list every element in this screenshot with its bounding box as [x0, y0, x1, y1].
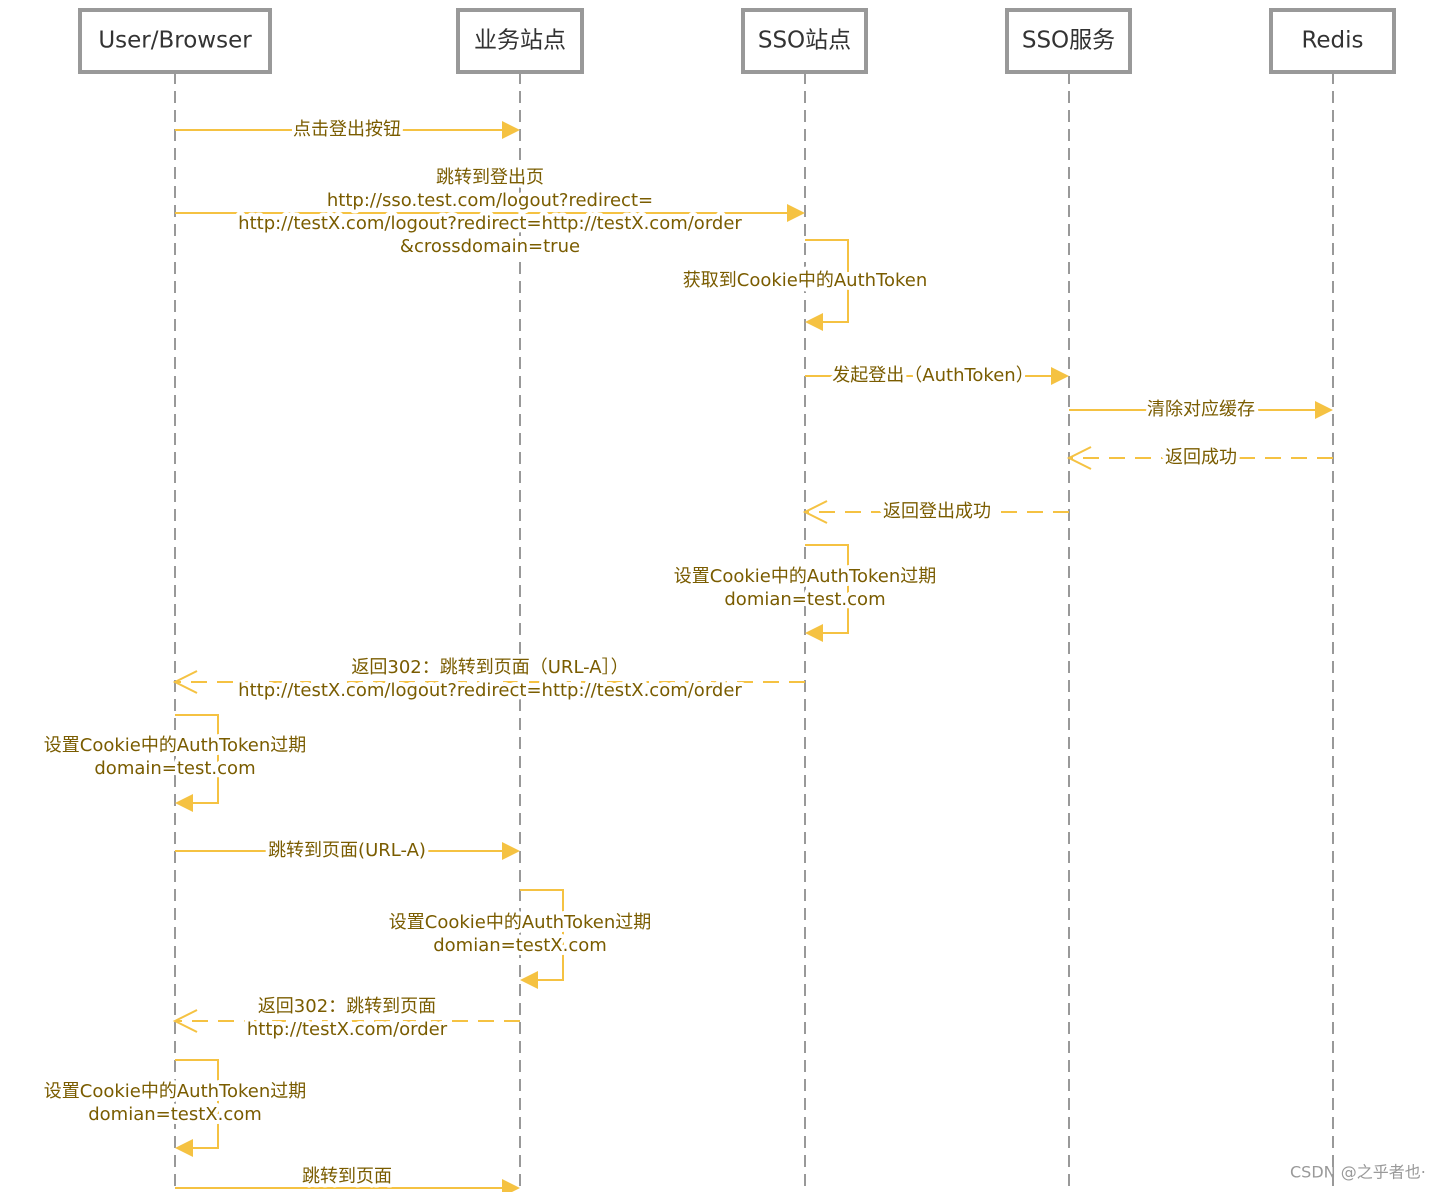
participant-box — [1005, 8, 1132, 74]
message-label: 设置Cookie中的AuthToken过期 — [44, 1081, 307, 1102]
self-message — [520, 889, 564, 981]
message-label: 跳转到页面 — [302, 1166, 392, 1187]
self-message — [175, 1059, 219, 1149]
arrowhead — [502, 842, 520, 860]
arrowhead — [172, 1009, 198, 1033]
message-label: 点击登出按钮 — [293, 119, 401, 140]
self-message — [175, 714, 219, 804]
participant-label: SSO站点 — [758, 28, 851, 54]
message-label: http://sso.test.com/logout?redirect= — [327, 190, 653, 211]
self-message — [805, 544, 849, 634]
arrowhead — [1315, 401, 1333, 419]
message-label: 设置Cookie中的AuthToken过期 — [389, 912, 652, 933]
message-label: domain=test.com — [94, 758, 255, 779]
message-label: domian=testX.com — [88, 1104, 262, 1125]
message-label: domian=test.com — [724, 589, 885, 610]
participant-box — [741, 8, 868, 74]
participant-label: Redis — [1301, 28, 1363, 54]
watermark: CSDN @之乎者也· — [1290, 1163, 1426, 1182]
message-label: domian=testX.com — [433, 935, 607, 956]
arrowhead — [787, 204, 805, 222]
message-label: http://testX.com/logout?redirect=http://… — [238, 213, 742, 234]
arrowhead — [175, 1139, 193, 1157]
self-message — [805, 239, 849, 323]
message-label: 设置Cookie中的AuthToken过期 — [674, 566, 937, 587]
participant-box — [78, 8, 272, 74]
message-label: 返回302：跳转到页面（URL-A］） — [351, 657, 628, 678]
message-label: 返回成功 — [1165, 447, 1237, 468]
arrowhead — [520, 971, 538, 989]
arrowhead — [502, 121, 520, 139]
arrowhead — [175, 794, 193, 812]
message-label: 发起登出（AuthToken） — [832, 365, 1033, 386]
message-label: 清除对应缓存 — [1147, 399, 1255, 420]
message-label: 跳转到页面(URL-A) — [268, 840, 426, 861]
message-label: 跳转到登出页 — [436, 167, 544, 188]
arrowhead — [1066, 446, 1092, 470]
arrowhead — [802, 500, 828, 524]
participant-box — [1269, 8, 1396, 74]
message-label: 设置Cookie中的AuthToken过期 — [44, 735, 307, 756]
participant-label: User/Browser — [98, 28, 252, 54]
arrowhead — [502, 1179, 520, 1192]
participant-box — [456, 8, 584, 74]
message-label: http://testX.com/logout?redirect=http://… — [238, 680, 742, 701]
message-label: 返回登出成功 — [883, 501, 991, 522]
message-label: 返回302：跳转到页面 — [258, 996, 436, 1017]
message-label: 获取到Cookie中的AuthToken — [683, 270, 928, 291]
arrowhead — [805, 313, 823, 331]
arrowhead — [805, 624, 823, 642]
message-label: &crossdomain=true — [400, 236, 580, 257]
participant-label: SSO服务 — [1022, 28, 1115, 54]
message-label: http://testX.com/order — [247, 1019, 448, 1040]
arrowhead — [172, 670, 198, 694]
participant-label: 业务站点 — [474, 28, 566, 54]
arrowhead — [1051, 367, 1069, 385]
